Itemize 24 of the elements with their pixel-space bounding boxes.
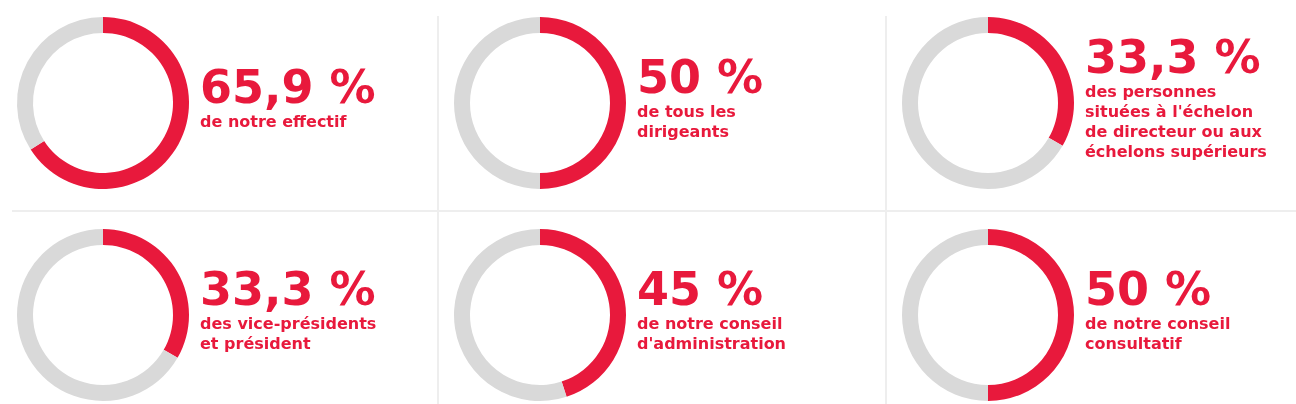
donut-slice — [454, 17, 540, 189]
data-label: 45 % — [637, 262, 765, 316]
donut-slice — [17, 229, 178, 401]
text: de notre conseil d'administration — [637, 314, 787, 354]
data-label: 50 % — [1085, 262, 1213, 316]
donut-slice — [454, 229, 567, 401]
donut-slice — [902, 229, 988, 401]
text: de notre effectif — [200, 112, 348, 132]
text: des vice-présidents et président — [200, 314, 378, 354]
donut-slice — [540, 229, 626, 397]
donut-slice — [540, 17, 626, 189]
data-label: 33,3 % — [1085, 30, 1262, 84]
text: de notre conseil consultatif — [1085, 314, 1232, 354]
data-label: 33,3 % — [200, 262, 377, 316]
text: de tous les dirigeants — [637, 102, 737, 142]
donut-slice — [30, 17, 189, 189]
donut-slice — [988, 229, 1074, 401]
donut-slice — [902, 17, 1063, 189]
donut-slice — [103, 229, 189, 358]
text: des personnes situées à l'échelon de directeur ou aux échelons supérieurs — [1085, 82, 1268, 162]
donut-slice — [988, 17, 1074, 146]
data-label: 50 % — [637, 50, 765, 104]
donut-slice — [17, 17, 103, 150]
data-label: 65,9 % — [200, 60, 377, 114]
